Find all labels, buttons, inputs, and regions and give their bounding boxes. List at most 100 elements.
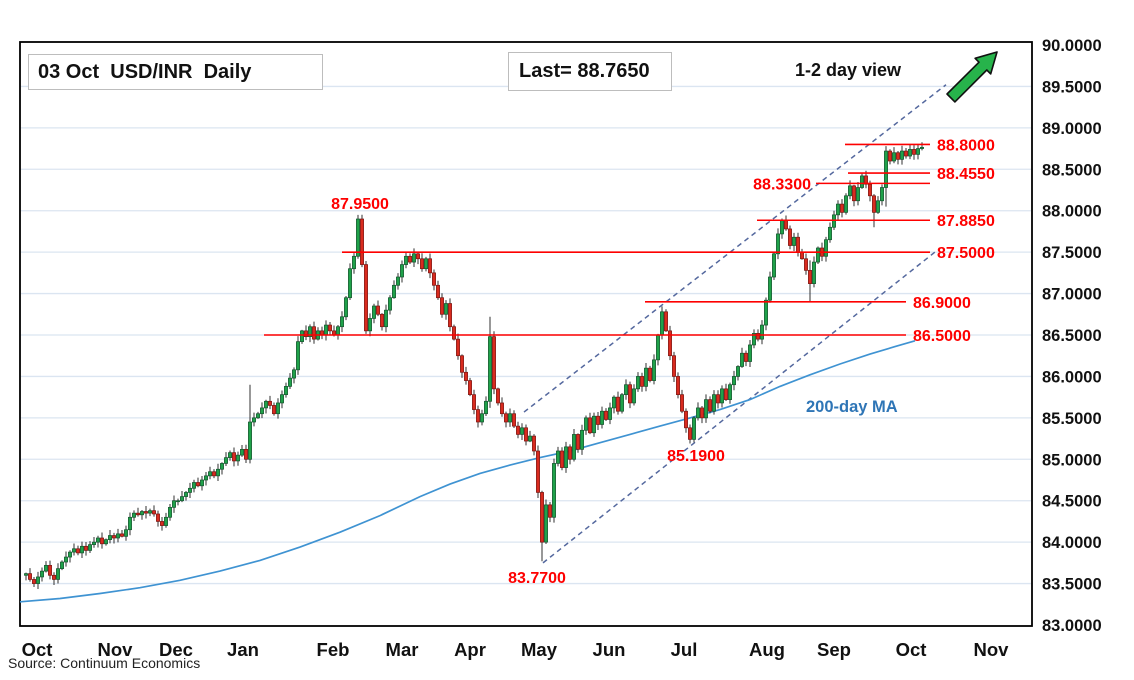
candlestick [748,340,752,367]
candlestick [872,194,876,228]
y-axis-label: 83.5000 [1042,576,1102,594]
candle-body-up [792,236,796,246]
candle-body-down [532,435,536,452]
candlestick [140,510,144,520]
candle-body-down [588,417,592,434]
candlestick [400,260,404,283]
candle-body-down [688,427,692,440]
candlestick [652,354,656,385]
candlestick [372,303,376,324]
candle-body-up [860,175,864,188]
candle-body-down [676,376,680,396]
candlestick [804,253,808,275]
candle-body-down [808,270,812,284]
candlestick [500,397,504,417]
candle-body-up [552,463,556,518]
chart-title: 03 Oct USD/INR Daily [38,60,252,83]
candle-body-up [180,496,184,502]
candle-body-down [272,405,276,415]
candle-body-up [388,297,392,311]
candlestick [616,391,620,415]
candle-body-down [436,284,440,299]
candle-body-up [96,537,100,543]
candle-body-up [396,276,400,286]
candle-body-up [68,551,72,558]
candle-body-up [176,500,180,503]
candle-body-up [880,187,884,202]
candle-body-down [496,388,500,404]
candle-body-down [232,452,236,462]
candle-body-up [248,421,252,460]
candle-body-up [444,303,448,315]
candle-body-down [196,482,200,487]
candle-body-up [836,203,840,216]
candlestick [808,260,812,302]
candle-body-down [680,394,684,412]
candle-body-up [544,504,548,543]
candlestick [596,411,600,431]
candlestick [76,545,80,556]
candlestick [732,370,736,391]
candle-body-up [392,284,396,299]
candle-body-up [608,407,612,420]
candle-body-up [280,394,284,404]
candle-body-down [512,413,516,427]
candle-body-up [720,388,724,404]
candle-body-down [160,521,164,526]
candlestick [284,382,288,398]
candle-body-up [812,261,816,284]
candle-body-down [504,413,508,423]
candlestick [156,510,160,527]
candlestick [684,408,688,433]
candle-body-down [800,251,804,260]
y-axis-label: 87.5000 [1042,244,1102,262]
candlestick [404,251,408,269]
candle-body-up [340,316,344,328]
candlestick [144,505,148,519]
candlestick [432,269,436,291]
candle-body-down [428,258,432,274]
candlestick [696,402,700,421]
candlestick [348,263,352,300]
candlestick [200,475,204,491]
y-axis-label: 85.0000 [1042,451,1102,469]
candle-body-down [664,311,668,332]
candle-body-up [768,276,772,301]
candlestick [444,300,448,320]
candle-body-up [412,253,416,263]
x-axis-label: Jun [593,639,626,660]
candle-body-up [200,479,204,487]
candle-body-down [716,394,720,404]
candle-body-down [864,175,868,185]
candlestick [436,280,440,300]
candle-body-up [740,352,744,367]
x-axis-label: Nov [98,639,134,660]
price-annotation: 87.9500 [331,196,389,213]
candlestick [708,396,712,414]
y-axis-label: 83.0000 [1042,617,1102,635]
candlestick [600,406,604,429]
candlestick [72,543,76,556]
candle-body-down [312,326,316,340]
view-horizon-label: 1-2 day view [795,60,902,80]
candlestick [160,516,164,531]
candlestick [920,142,924,151]
candle-body-down [420,258,424,270]
candle-body-up [240,448,244,456]
candlestick [260,402,264,419]
candle-body-up [88,544,92,551]
candlestick [44,561,48,573]
candlestick [480,409,484,426]
candle-body-down [888,150,892,162]
candlestick [564,441,568,473]
candle-body-up [612,396,616,409]
y-axis-label: 88.0000 [1042,203,1102,221]
y-axis-label: 90.0000 [1042,37,1102,55]
y-axis-label: 89.0000 [1042,120,1102,138]
candlestick [484,396,488,416]
ma-label: 200-day MA [806,398,898,416]
candle-body-up [384,309,388,328]
candlestick [364,260,368,334]
y-axis-label: 84.5000 [1042,493,1102,511]
candle-body-down [852,185,856,202]
